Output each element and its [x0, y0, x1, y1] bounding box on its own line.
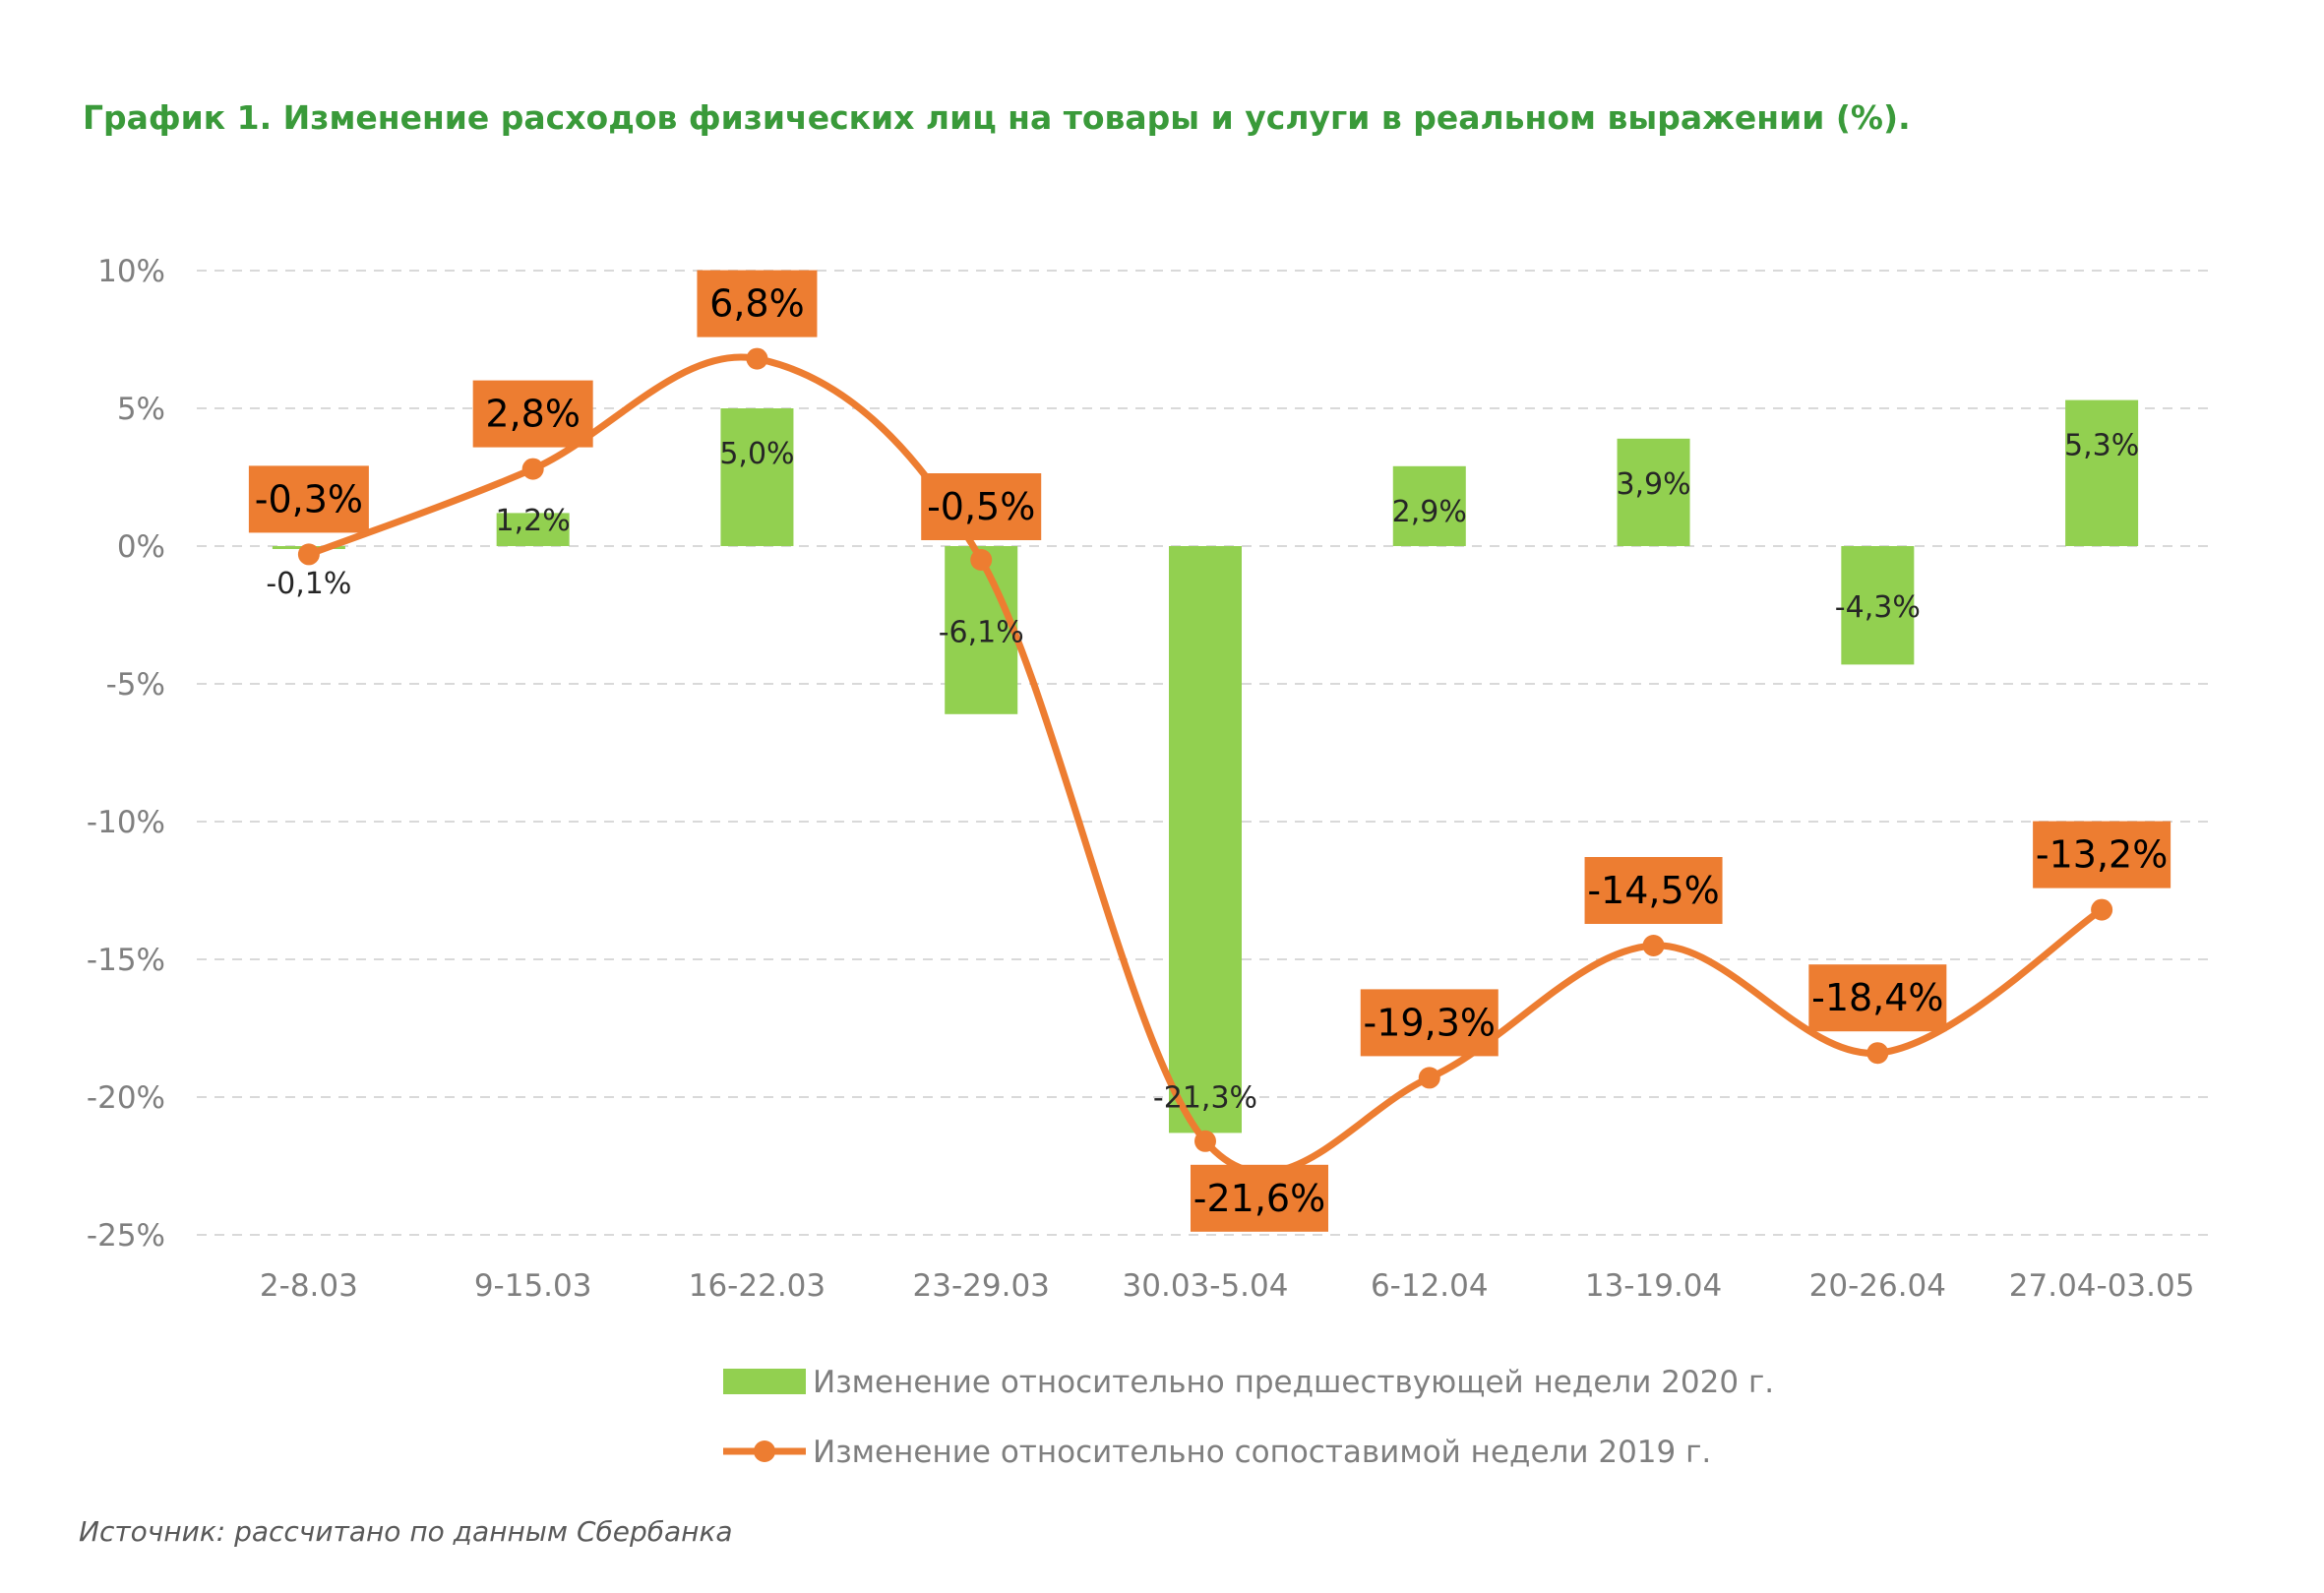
- y-tick-label: -20%: [87, 1080, 165, 1116]
- line-label-text: 6,8%: [709, 282, 805, 326]
- x-tick-label: 6-12.04: [1371, 1268, 1489, 1304]
- bar-data-label: 5,3%: [2064, 429, 2139, 463]
- line-label-text: -21,6%: [1193, 1177, 1325, 1220]
- line-data-label: -21,6%: [1191, 1164, 1328, 1232]
- x-tick-label: 23-29.03: [913, 1268, 1050, 1304]
- bar-data-label: -21,3%: [1153, 1080, 1257, 1115]
- line-label-text: 2,8%: [485, 393, 581, 436]
- bar-data-label: 5,0%: [719, 437, 794, 471]
- line-labels: -0,3% 2,8% 6,8% -0,5% -21,6% -19,3% -14,5% -18,…: [248, 270, 2171, 1232]
- line-point: [746, 347, 768, 370]
- line-data-label: 6,8%: [697, 270, 818, 337]
- legend: Изменение относительно предшествующей не…: [723, 1365, 1774, 1470]
- bar: [1617, 438, 1690, 546]
- line-data-label: 2,8%: [472, 380, 593, 448]
- line-label-text: -18,4%: [1811, 976, 1943, 1019]
- line-label-box: [1360, 989, 1498, 1057]
- chart-title: График 1. Изменение расходов физических …: [83, 98, 1911, 137]
- bar: [1841, 546, 1915, 665]
- line-label-box: [697, 270, 818, 337]
- x-tick-label: 13-19.04: [1585, 1268, 1722, 1304]
- y-tick-label: -10%: [87, 805, 165, 840]
- y-tick-label: 10%: [97, 254, 165, 289]
- y-tick-label: -25%: [87, 1218, 165, 1254]
- bar: [1392, 465, 1466, 546]
- line-data-label: -18,4%: [1808, 964, 1947, 1032]
- x-tick-label: 16-22.03: [689, 1268, 826, 1304]
- bar: [496, 513, 570, 546]
- line-series: [297, 347, 2113, 1176]
- y-axis: 10% 5% 0% -5% -10% -15% -20% -25%: [87, 254, 165, 1254]
- line-data-label: -19,3%: [1360, 989, 1498, 1057]
- x-tick-label: 20-26.04: [1809, 1268, 1946, 1304]
- x-tick-label: 27.04-03.05: [2009, 1268, 2195, 1304]
- x-tick-label: 30.03-5.04: [1123, 1268, 1289, 1304]
- series-line: [305, 353, 2106, 1176]
- line-data-label: -14,5%: [1584, 857, 1723, 924]
- legend-line-label: Изменение относительно сопоставимой неде…: [813, 1435, 1711, 1470]
- y-tick-label: 0%: [117, 529, 165, 565]
- bar: [945, 546, 1018, 714]
- line-label-box: [921, 473, 1042, 540]
- line-label-box: [1808, 964, 1947, 1032]
- line-label-box: [2033, 821, 2171, 888]
- line-point: [1194, 1130, 1216, 1152]
- bar-data-label: -0,1%: [266, 567, 351, 601]
- legend-bar-label: Изменение относительно предшествующей не…: [813, 1365, 1774, 1400]
- y-tick-label: 5%: [117, 392, 165, 427]
- line-point: [1418, 1067, 1440, 1089]
- source-note: Источник: рассчитано по данным Сбербанка: [79, 1515, 733, 1548]
- line-label-box: [1191, 1164, 1328, 1232]
- x-tick-label: 2-8.03: [260, 1268, 358, 1304]
- bar: [720, 408, 794, 546]
- line-point: [1642, 935, 1665, 956]
- line-point: [970, 549, 993, 571]
- bar-data-label: 1,2%: [496, 504, 571, 538]
- x-axis: 2-8.03 9-15.03 16-22.03 23-29.03 30.03-5.04 6…: [260, 1268, 2195, 1304]
- line-point: [1866, 1042, 1889, 1065]
- bar: [1169, 546, 1242, 1133]
- legend-line-marker: [754, 1440, 775, 1462]
- bar-data-label: 3,9%: [1616, 467, 1690, 502]
- bar-data-label: 2,9%: [1392, 495, 1467, 529]
- bar-labels: -0,1% 1,2% 5,0% -6,1% -21,3% 2,9% 3,9% -4,3% 5,3…: [266, 429, 2139, 1116]
- line-point: [297, 543, 320, 566]
- bar-data-label: -4,3%: [1835, 590, 1921, 625]
- legend-bar-swatch: [723, 1369, 806, 1394]
- bar: [2065, 399, 2139, 546]
- bar-data-label: -6,1%: [939, 615, 1024, 649]
- line-point: [521, 458, 544, 480]
- y-tick-label: -15%: [87, 943, 165, 978]
- line-label-text: -13,2%: [2036, 833, 2168, 877]
- line-data-label: -13,2%: [2033, 821, 2171, 888]
- bar-series: [272, 399, 2139, 1133]
- line-data-label: -0,5%: [921, 473, 1042, 540]
- line-label-text: -0,3%: [255, 477, 363, 521]
- line-data-label: -0,3%: [248, 465, 369, 533]
- line-label-text: -0,5%: [927, 485, 1035, 528]
- line-label-box: [1584, 857, 1723, 924]
- line-label-text: -14,5%: [1587, 869, 1719, 912]
- line-label-box: [472, 380, 593, 448]
- line-label-box: [248, 465, 369, 533]
- line-point: [2091, 898, 2113, 921]
- x-tick-label: 9-15.03: [474, 1268, 592, 1304]
- line-label-text: -19,3%: [1364, 1001, 1496, 1044]
- y-tick-label: -5%: [106, 667, 165, 703]
